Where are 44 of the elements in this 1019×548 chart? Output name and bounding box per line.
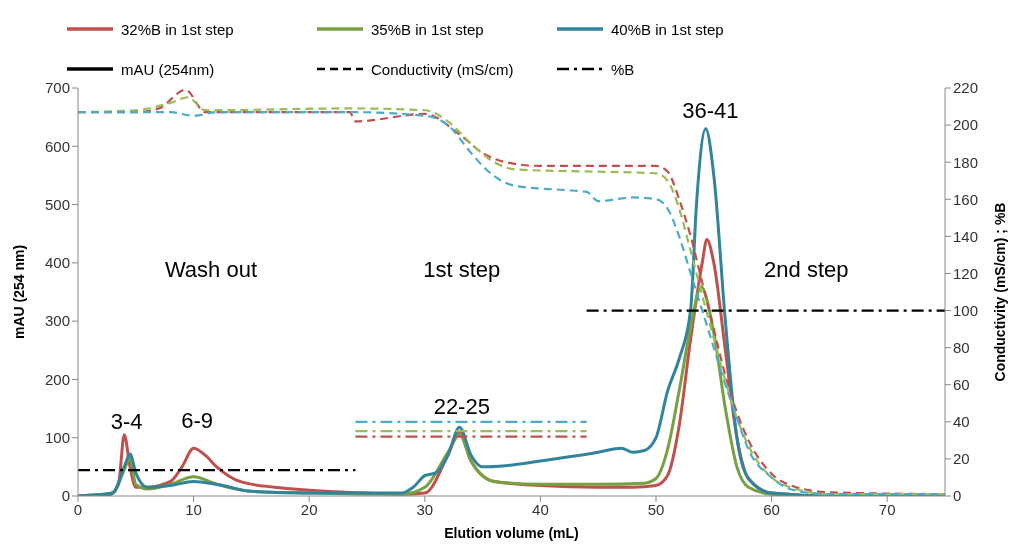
y-tick-label: 0: [61, 487, 70, 505]
legend-label: 32%B in 1st step: [121, 20, 234, 38]
y2-tick-label: 220: [953, 79, 979, 97]
annotation: 22-25: [433, 394, 490, 420]
x-tick-label: 10: [185, 500, 202, 518]
y-tick-label: 700: [44, 79, 70, 97]
y2-axis-title: Conductivity (mS/cm) ; %B: [992, 202, 1008, 382]
y2-tick-label: 60: [953, 376, 970, 394]
legend-label: Conductivity (mS/cm): [371, 60, 514, 78]
y-tick-label: 100: [44, 429, 70, 447]
y2-tick-label: 0: [953, 487, 962, 505]
legend-label: mAU (254nm): [121, 60, 215, 78]
y2-tick-label: 20: [953, 450, 970, 468]
annotation: 1st step: [423, 256, 501, 282]
x-tick-label: 40: [532, 500, 549, 518]
y-tick-label: 600: [44, 137, 70, 155]
annotation: 3-4: [110, 408, 143, 434]
y2-tick-label: 80: [953, 338, 970, 356]
y-tick-label: 300: [44, 312, 70, 330]
y2-tick-label: 100: [953, 301, 979, 319]
x-tick-label: 60: [763, 500, 780, 518]
legend-label: 40%B in 1st step: [611, 20, 724, 38]
y-tick-label: 400: [44, 254, 70, 272]
y2-tick-label: 120: [953, 264, 979, 282]
y2-tick-label: 160: [953, 190, 979, 208]
x-axis-title: Elution volume (mL): [444, 525, 579, 541]
x-tick-label: 0: [73, 500, 83, 518]
y-tick-label: 200: [44, 370, 70, 388]
annotation: Wash out: [164, 256, 257, 282]
y2-tick-label: 180: [953, 153, 979, 171]
x-tick-label: 50: [647, 500, 665, 518]
x-tick-label: 30: [416, 500, 434, 518]
y-axis-title: mAU (254 nm): [11, 244, 27, 340]
legend-label: %B: [611, 60, 635, 78]
y-tick-label: 500: [44, 195, 70, 213]
y2-tick-label: 200: [953, 116, 979, 134]
y2-tick-label: 40: [953, 413, 970, 431]
annotation: 2nd step: [764, 256, 849, 282]
legend-label: 35%B in 1st step: [371, 20, 484, 38]
x-tick-label: 70: [878, 500, 896, 518]
x-tick-label: 20: [300, 500, 318, 518]
y2-tick-label: 140: [953, 227, 979, 245]
annotation: 36-41: [682, 98, 739, 124]
annotation: 6-9: [181, 407, 213, 433]
